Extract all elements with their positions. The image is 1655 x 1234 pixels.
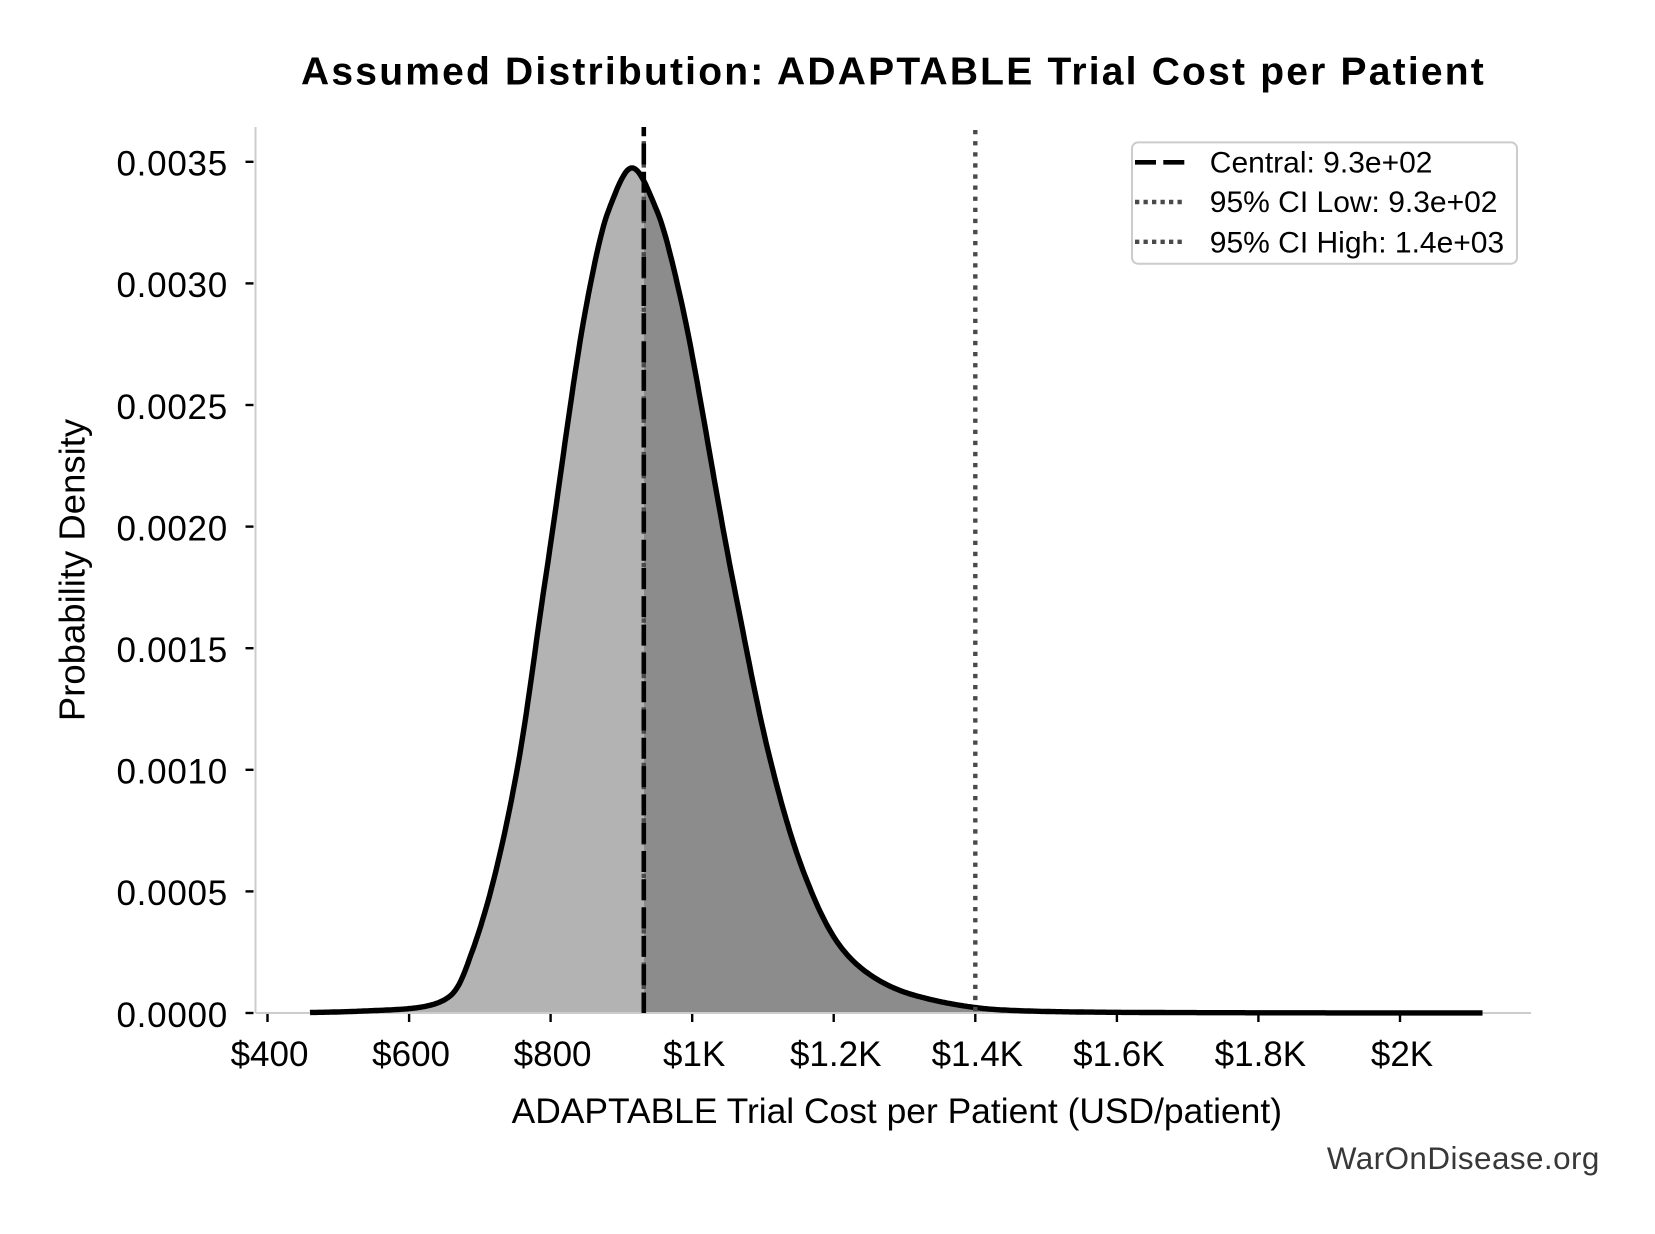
svg-text:$1.4K: $1.4K	[932, 1035, 1023, 1074]
svg-text:$1.8K: $1.8K	[1215, 1035, 1306, 1074]
svg-text:$600: $600	[372, 1035, 450, 1074]
svg-text:$800: $800	[514, 1035, 592, 1074]
svg-text:0.0005: 0.0005	[116, 874, 228, 913]
svg-text:$400: $400	[231, 1035, 309, 1074]
svg-text:95% CI High: 1.4e+03: 95% CI High: 1.4e+03	[1210, 226, 1504, 259]
svg-text:Central: 9.3e+02: Central: 9.3e+02	[1210, 147, 1433, 180]
svg-text:0.0030: 0.0030	[116, 266, 228, 305]
svg-text:0.0015: 0.0015	[116, 631, 228, 670]
svg-text:WarOnDisease.org: WarOnDisease.org	[1327, 1141, 1600, 1176]
svg-text:ADAPTABLE Trial Cost per Patie: ADAPTABLE Trial Cost per Patient (USD/pa…	[512, 1091, 1282, 1131]
svg-text:$2K: $2K	[1371, 1035, 1433, 1074]
svg-text:0.0010: 0.0010	[116, 753, 228, 792]
svg-text:0.0035: 0.0035	[116, 145, 228, 184]
svg-text:0.0000: 0.0000	[116, 996, 228, 1035]
svg-text:Probability Density: Probability Density	[52, 418, 93, 721]
svg-text:Assumed Distribution: ADAPTABL: Assumed Distribution: ADAPTABLE Trial Co…	[301, 51, 1486, 94]
svg-text:0.0020: 0.0020	[116, 509, 228, 548]
svg-text:$1.2K: $1.2K	[790, 1035, 881, 1074]
svg-text:$1.6K: $1.6K	[1073, 1035, 1164, 1074]
svg-text:$1K: $1K	[663, 1035, 725, 1074]
svg-text:0.0025: 0.0025	[116, 388, 228, 427]
svg-text:95% CI Low: 9.3e+02: 95% CI Low: 9.3e+02	[1210, 186, 1498, 219]
